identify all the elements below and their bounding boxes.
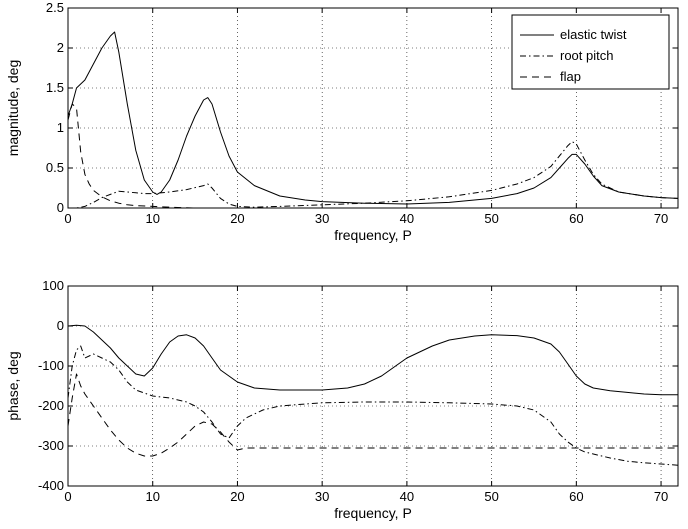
phase-y-tick-label-2: -200 [38, 398, 64, 413]
magnitude-x-tick-label-10: 10 [145, 211, 159, 226]
magnitude-series [67, 31, 679, 209]
phase-x-tick-label-40: 40 [400, 489, 414, 504]
magnitude-ticks: 0 10 20 30 40 50 60 70 0 0.5 1 1.5 2 2.5 [46, 0, 678, 226]
legend: elastic twist root pitch flap [511, 14, 670, 90]
phase-x-tick-label-0: 0 [64, 489, 71, 504]
magnitude-y-tick-label-0: 0 [57, 200, 64, 215]
phase-plot-area [68, 286, 678, 486]
magnitude-x-tick-label-20: 20 [230, 211, 244, 226]
magnitude-axes-border [67, 7, 679, 209]
magnitude-x-tick-label-50: 50 [484, 211, 498, 226]
phase-y-tick-label-3: -100 [38, 358, 64, 373]
magnitude-x-axis-label: frequency, P [334, 227, 412, 243]
phase-series [67, 324, 679, 466]
phase-y-tick-label-1: -300 [38, 438, 64, 453]
magnitude-x-tick-label-40: 40 [400, 211, 414, 226]
magnitude-y-axis-label: magnitude, deg [5, 60, 21, 157]
magnitude-x-tick-label-30: 30 [315, 211, 329, 226]
magnitude-series-flap [67, 103, 238, 209]
magnitude-series-elastic-twist [67, 31, 679, 205]
legend-label-flap: flap [560, 69, 581, 84]
magnitude-x-tick-label-0: 0 [64, 211, 71, 226]
phase-y-tick-label-5: 100 [42, 278, 64, 293]
phase-x-axis-label: frequency, P [334, 505, 412, 521]
phase-grid [68, 286, 678, 486]
magnitude-x-tick-label-70: 70 [654, 211, 668, 226]
phase-x-tick-label-10: 10 [145, 489, 159, 504]
phase-axes-border [67, 285, 679, 487]
phase-x-tick-label-60: 60 [569, 489, 583, 504]
phase-series-elastic-twist [67, 324, 678, 396]
phase-series-flap [67, 373, 678, 457]
legend-label-root-pitch: root pitch [560, 48, 613, 63]
phase-y-tick-label-0: -400 [38, 478, 64, 493]
magnitude-axes: 0 10 20 30 40 50 60 70 0 0.5 1 1.5 2 2.5 frequency, P… [5, 0, 679, 243]
phase-axes: 0 10 20 30 40 50 60 70 -400 -300 -200 -100 0 100 freq… [5, 278, 679, 521]
magnitude-y-tick-label-2: 1 [57, 120, 64, 135]
legend-label-elastic-twist: elastic twist [560, 27, 627, 42]
magnitude-y-tick-label-4: 2 [57, 40, 64, 55]
magnitude-y-tick-label-3: 1.5 [46, 80, 64, 95]
phase-ticks: 0 10 20 30 40 50 60 70 -400 -300 -200 -100 0 100 [38, 278, 678, 504]
phase-x-tick-label-30: 30 [315, 489, 329, 504]
magnitude-y-tick-label-1: 0.5 [46, 160, 64, 175]
magnitude-y-tick-label-5: 2.5 [46, 0, 64, 15]
magnitude-series-root-pitch [68, 141, 679, 209]
phase-x-tick-label-50: 50 [484, 489, 498, 504]
phase-x-tick-label-20: 20 [230, 489, 244, 504]
phase-x-tick-label-70: 70 [654, 489, 668, 504]
magnitude-x-tick-label-60: 60 [569, 211, 583, 226]
phase-y-tick-label-4: 0 [57, 318, 64, 333]
phase-y-axis-label: phase, deg [5, 351, 21, 420]
